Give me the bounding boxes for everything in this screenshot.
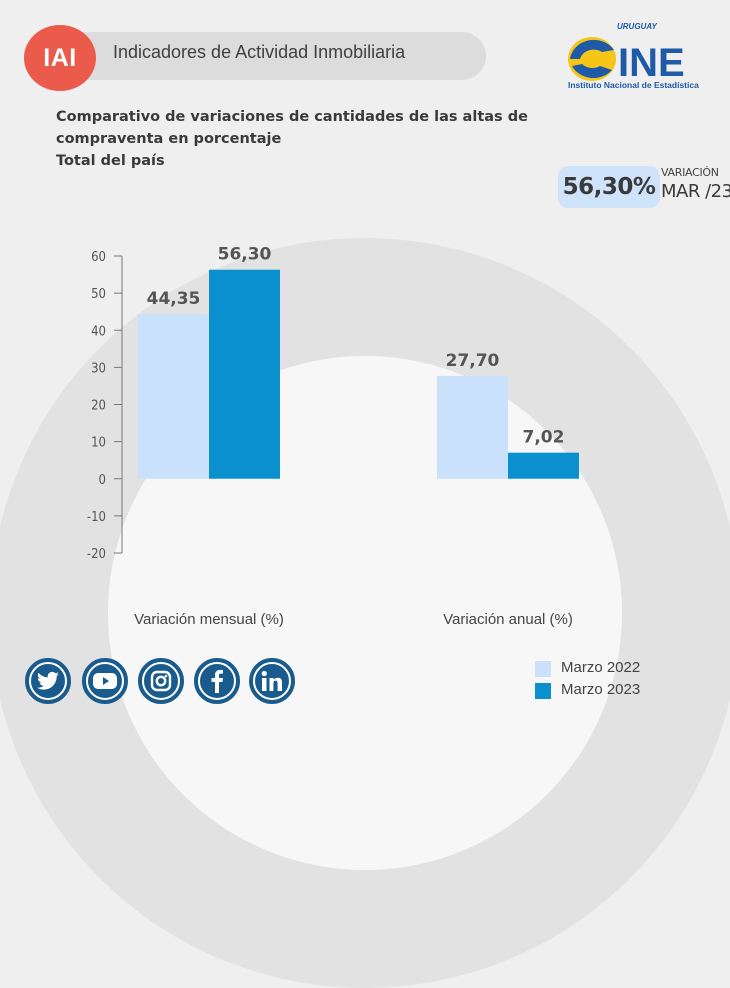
data-label: 44,35 <box>147 289 201 309</box>
chart-title-line2: compraventa en porcentaje <box>56 131 282 147</box>
bar-chart: 60 50 40 30 20 10 0 -10 -20 44,35 27,70 56,30 7,02 Va… <box>87 245 579 628</box>
iai-badge: IAI <box>24 25 96 91</box>
bar <box>138 314 209 479</box>
instagram-icon <box>142 662 180 700</box>
bar <box>437 375 508 479</box>
y-tick-label: 20 <box>91 399 106 414</box>
chart-title-line3: Total del país <box>56 153 165 169</box>
bar <box>508 452 579 479</box>
facebook-icon <box>198 662 236 700</box>
y-tick-label: -20 <box>87 547 106 562</box>
y-tick-label: 10 <box>91 436 106 451</box>
legend-label-2022: Marzo 2022 <box>561 659 641 676</box>
highlight-period: MAR /23 <box>661 181 730 202</box>
highlight-value: 56,30% <box>558 166 660 208</box>
logo-country: URUGUAY <box>617 22 657 31</box>
category-label: Variación mensual (%) <box>134 611 284 628</box>
category-label: Variación anual (%) <box>443 611 573 628</box>
twitter-button[interactable] <box>25 658 71 704</box>
header-title: Indicadores de Actividad Inmobiliaria <box>113 42 406 62</box>
logo-swoosh-lower <box>572 64 612 79</box>
bar <box>209 269 280 479</box>
linkedin-button[interactable] <box>249 658 295 704</box>
data-label: 27,70 <box>446 351 500 371</box>
header-pill <box>24 32 486 80</box>
data-label: 56,30 <box>218 245 272 265</box>
y-tick-label: 60 <box>91 250 106 265</box>
y-tick-label: 30 <box>91 361 106 376</box>
linkedin-icon <box>253 662 291 700</box>
youtube-icon <box>86 662 124 700</box>
y-tick-label: 50 <box>91 287 106 302</box>
y-tick-label: 40 <box>91 324 106 339</box>
highlight-label: VARIACIÓN <box>661 166 719 179</box>
instagram-button[interactable] <box>138 658 184 704</box>
facebook-button[interactable] <box>194 658 240 704</box>
legend-swatch-2023 <box>535 683 551 699</box>
legend-swatch-2022 <box>535 661 551 677</box>
legend-label-2023: Marzo 2023 <box>561 681 641 698</box>
logo-name: INE <box>618 41 685 85</box>
data-label: 7,02 <box>523 428 565 448</box>
logo-subtitle: Instituto Nacional de Estadística <box>568 80 699 90</box>
chart-title: Comparativo de variaciones de cantidades… <box>56 106 528 172</box>
ine-logo: INE <box>568 37 685 85</box>
y-tick-label: 0 <box>99 473 106 488</box>
y-tick-label: -10 <box>87 510 106 525</box>
twitter-icon <box>29 662 67 700</box>
logo-swoosh <box>570 39 614 59</box>
chart-title-line1: Comparativo de variaciones de cantidades… <box>56 109 528 125</box>
youtube-button[interactable] <box>82 658 128 704</box>
